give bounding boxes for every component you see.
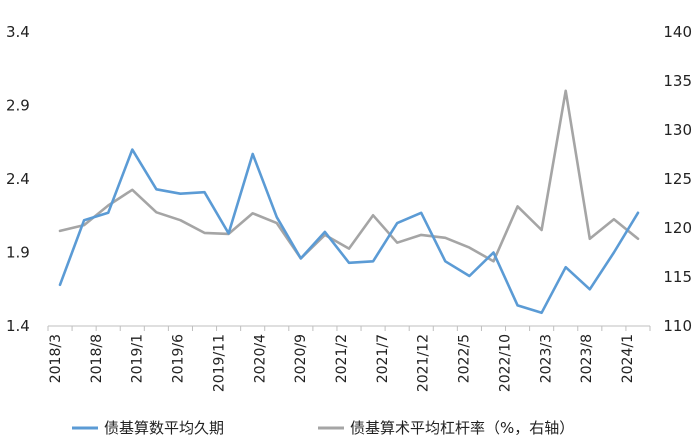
x-tick-label: 2022/5	[457, 334, 473, 383]
y-right-tick-label: 140	[663, 23, 692, 41]
x-tick-label: 2018/3	[48, 334, 64, 383]
x-tick-label: 2019/11	[211, 334, 227, 392]
series-line-duration	[58, 148, 640, 315]
legend: 债基算数平均久期 债基算术平均杠杆率（%，右轴）	[72, 419, 574, 437]
y-right-tick-label: 125	[663, 170, 692, 188]
y-right-tick-label: 115	[663, 268, 692, 286]
y-left-tick-label: 2.4	[6, 170, 30, 188]
x-tick-label: 2023/8	[579, 334, 595, 383]
x-tick-label: 2023/3	[538, 334, 554, 383]
y-right-tick-label: 110	[663, 317, 692, 335]
legend-label-leverage: 债基算术平均杠杆率（%，右轴）	[350, 419, 574, 437]
x-tick-label: 2022/10	[497, 334, 513, 392]
x-tick-label: 2021/7	[375, 334, 391, 383]
x-tick-label: 2019/6	[171, 334, 187, 383]
y-left-tick-label: 1.9	[6, 244, 30, 262]
series-line-leverage	[58, 89, 640, 263]
y-right-tick-label: 120	[663, 219, 692, 237]
x-tick-label: 2024/1	[620, 334, 636, 383]
series-layer	[58, 89, 640, 315]
x-tick-label: 2020/9	[293, 334, 309, 383]
axes-layer: 2018/3 2018/8 2019/1 2019/6 2019/11 2020/4 202…	[6, 23, 692, 392]
y-right-tick-label: 130	[663, 121, 692, 139]
legend-label-duration: 债基算数平均久期	[104, 419, 224, 437]
x-tick-label: 2018/8	[89, 334, 105, 383]
y-left-tick-label: 3.4	[6, 23, 30, 41]
x-tick-label: 2021/2	[334, 334, 350, 383]
x-tick-label: 2019/1	[130, 334, 146, 383]
y-left-tick-label: 1.4	[6, 317, 30, 335]
y-right-tick-label: 135	[663, 72, 692, 90]
y-left-tick-label: 2.9	[6, 97, 30, 115]
x-tick-label: 2021/12	[416, 334, 432, 392]
x-tick-label: 2020/4	[252, 334, 268, 383]
